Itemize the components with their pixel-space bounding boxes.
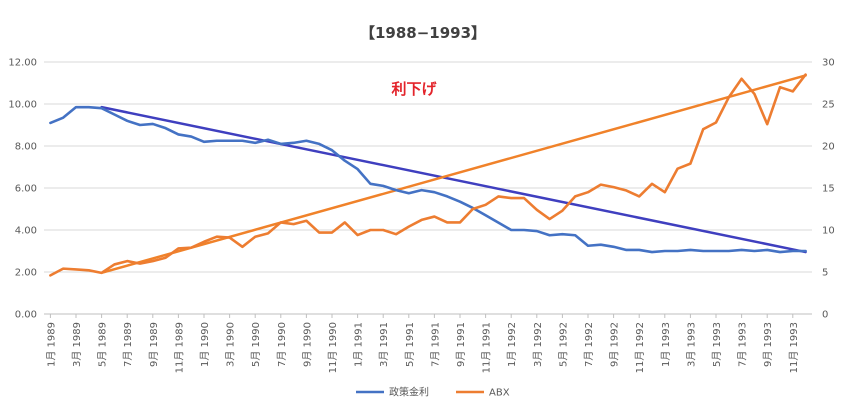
x-tick-label: 7月 1989 bbox=[122, 322, 134, 367]
x-tick-label: 1月 1992 bbox=[506, 322, 518, 367]
annotation-rate-cut: 利下げ bbox=[391, 80, 437, 98]
x-tick-label: 11月 1993 bbox=[788, 322, 800, 373]
x-tick-label: 5月 1993 bbox=[711, 322, 723, 367]
y-right-tick-label: 0 bbox=[822, 310, 828, 321]
y-left-tick-label: 4.00 bbox=[15, 226, 37, 237]
x-tick-label: 11月 1991 bbox=[481, 322, 493, 373]
y-left-tick-label: 10.00 bbox=[8, 100, 37, 111]
series-line-abx bbox=[49, 73, 807, 277]
x-tick-label: 9月 1989 bbox=[148, 322, 160, 367]
y-right-tick-label: 20 bbox=[822, 142, 835, 153]
gridlines bbox=[44, 61, 812, 315]
x-tick-label: 3月 1991 bbox=[378, 322, 390, 367]
y-right-tick-label: 10 bbox=[822, 226, 835, 237]
x-tick-label: 11月 1990 bbox=[327, 322, 339, 373]
y-right-tick-label: 15 bbox=[822, 184, 835, 195]
y-axis-right: 0 5 10 15 20 25 30 bbox=[822, 58, 835, 321]
y-right-tick-label: 30 bbox=[822, 58, 835, 69]
x-tick-label: 9月 1993 bbox=[762, 322, 774, 367]
x-tick-label: 7月 1992 bbox=[583, 322, 595, 367]
series-lines bbox=[49, 73, 807, 277]
x-tick-label: 9月 1990 bbox=[301, 322, 313, 367]
x-tick-label: 7月 1993 bbox=[737, 322, 749, 367]
x-tick-label: 7月 1990 bbox=[276, 322, 288, 367]
y-left-tick-label: 6.00 bbox=[15, 184, 37, 195]
y-axis-left: 0.00 2.00 4.00 6.00 8.00 10.00 12.00 bbox=[8, 58, 37, 321]
x-tick-label: 1月 1989 bbox=[45, 322, 57, 367]
x-tick-label: 5月 1992 bbox=[557, 322, 569, 367]
x-tick-label: 11月 1992 bbox=[634, 322, 646, 373]
trendlines bbox=[100, 74, 807, 275]
x-tick-label: 9月 1992 bbox=[609, 322, 621, 367]
legend-label-policy-rate[interactable]: 政策金利 bbox=[389, 386, 429, 399]
x-tick-label: 9月 1991 bbox=[455, 322, 467, 367]
x-tick-label: 1月 1990 bbox=[199, 322, 211, 367]
legend-label-abx[interactable]: ABX bbox=[489, 388, 510, 399]
y-left-tick-label: 8.00 bbox=[15, 142, 37, 153]
x-tick-label: 1月 1991 bbox=[353, 322, 365, 367]
y-left-tick-label: 12.00 bbox=[8, 58, 37, 69]
series-line-policy-rate bbox=[49, 105, 807, 254]
legend[interactable]: 政策金利 ABX bbox=[356, 386, 510, 399]
y-left-tick-label: 0.00 bbox=[15, 310, 37, 321]
y-right-tick-label: 5 bbox=[822, 268, 828, 279]
x-tick-label: 3月 1990 bbox=[225, 322, 237, 367]
x-tick-label: 3月 1992 bbox=[532, 322, 544, 367]
y-left-tick-label: 2.00 bbox=[15, 268, 37, 279]
x-tick-label: 5月 1990 bbox=[250, 322, 262, 367]
x-tick-label: 11月 1989 bbox=[173, 322, 185, 373]
x-axis: 1月 1989 3月 1989 5月 1989 7月 1989 9月 1989 11月 1… bbox=[45, 314, 800, 373]
x-tick-label: 3月 1993 bbox=[685, 322, 697, 367]
y-right-tick-label: 25 bbox=[822, 100, 835, 111]
x-tick-label: 5月 1991 bbox=[404, 322, 416, 367]
x-tick-label: 5月 1989 bbox=[97, 322, 109, 367]
trendline-policy-rate bbox=[100, 105, 807, 254]
trendline-abx bbox=[100, 74, 807, 275]
chart-title: 【1988−1993】 bbox=[360, 24, 486, 42]
x-tick-label: 7月 1991 bbox=[429, 322, 441, 367]
x-tick-label: 3月 1989 bbox=[71, 322, 83, 367]
x-tick-label: 1月 1993 bbox=[660, 322, 672, 367]
